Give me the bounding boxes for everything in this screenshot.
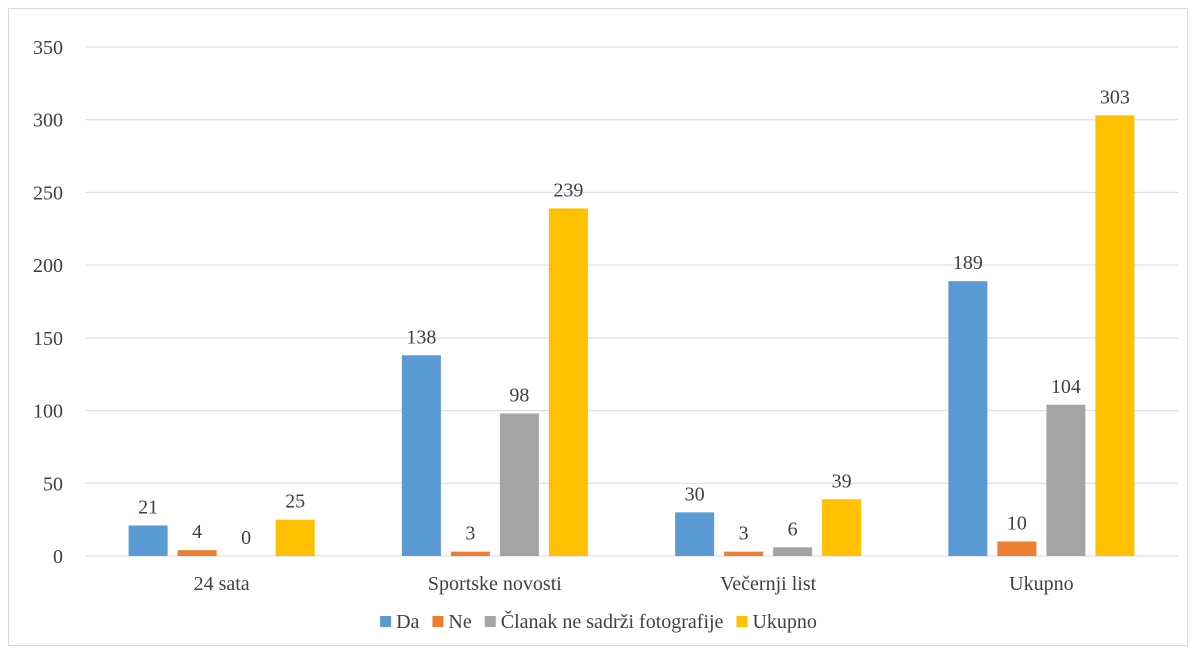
- legend-label-1: Da: [396, 611, 419, 633]
- bar-2-1: [177, 550, 217, 556]
- y-tick-label-200: 200: [33, 255, 63, 277]
- x-tick-label-2: Sportske novosti: [428, 573, 562, 595]
- legend-swatch-2: [432, 616, 444, 627]
- bar-3-2: [499, 413, 539, 556]
- data-label-2-1: 4: [192, 521, 202, 543]
- data-label-2-4: 10: [1007, 512, 1027, 534]
- bar-1-4: [948, 281, 988, 556]
- data-label-3-4: 104: [1051, 376, 1081, 398]
- data-label-3-1: 0: [241, 527, 251, 549]
- legend-label-4: Ukupno: [752, 611, 816, 633]
- data-label-1-2: 138: [406, 326, 436, 348]
- legend-label-3: Članak ne sadrži fotografije: [501, 609, 724, 633]
- y-tick-label-100: 100: [33, 401, 63, 423]
- bar-4-4: [1095, 115, 1135, 556]
- data-label-4-2: 239: [553, 179, 583, 201]
- data-label-4-4: 303: [1100, 86, 1130, 108]
- legend-swatch-4: [736, 616, 748, 627]
- y-tick-label-50: 50: [43, 473, 63, 495]
- x-tick-label-3: Večernji list: [720, 573, 817, 595]
- data-label-4-1: 25: [285, 491, 305, 513]
- data-label-3-2: 98: [509, 384, 529, 406]
- data-label-2-2: 3: [465, 523, 475, 545]
- bar-1-3: [675, 512, 715, 556]
- y-tick-label-250: 250: [33, 182, 63, 204]
- bar-1-1: [128, 525, 168, 556]
- x-tick-label-4: Ukupno: [1009, 573, 1073, 595]
- bar-4-3: [822, 499, 862, 556]
- data-label-3-3: 6: [788, 518, 798, 540]
- y-tick-label-150: 150: [33, 328, 63, 350]
- x-tick-label-1: 24 sata: [194, 573, 250, 595]
- bar-2-2: [450, 551, 490, 556]
- bar-2-4: [997, 541, 1037, 556]
- data-label-1-3: 30: [685, 483, 705, 505]
- legend-swatch-1: [380, 616, 392, 627]
- legend-swatch-3: [484, 616, 496, 627]
- bar-4-1: [275, 519, 315, 556]
- bar-3-3: [773, 547, 813, 556]
- bar-3-4: [1046, 404, 1086, 556]
- chart-frame: [8, 8, 1188, 646]
- data-label-1-4: 189: [953, 252, 983, 274]
- legend-label-2: Ne: [448, 611, 471, 633]
- bar-4-2: [548, 208, 588, 556]
- y-tick-label-350: 350: [33, 37, 63, 59]
- data-label-4-3: 39: [832, 470, 852, 492]
- bar-1-2: [401, 355, 441, 556]
- bar-2-3: [724, 551, 764, 556]
- y-tick-label-300: 300: [33, 110, 63, 132]
- data-label-2-3: 3: [739, 523, 749, 545]
- y-tick-label-0: 0: [53, 546, 63, 568]
- data-label-1-1: 21: [138, 496, 158, 518]
